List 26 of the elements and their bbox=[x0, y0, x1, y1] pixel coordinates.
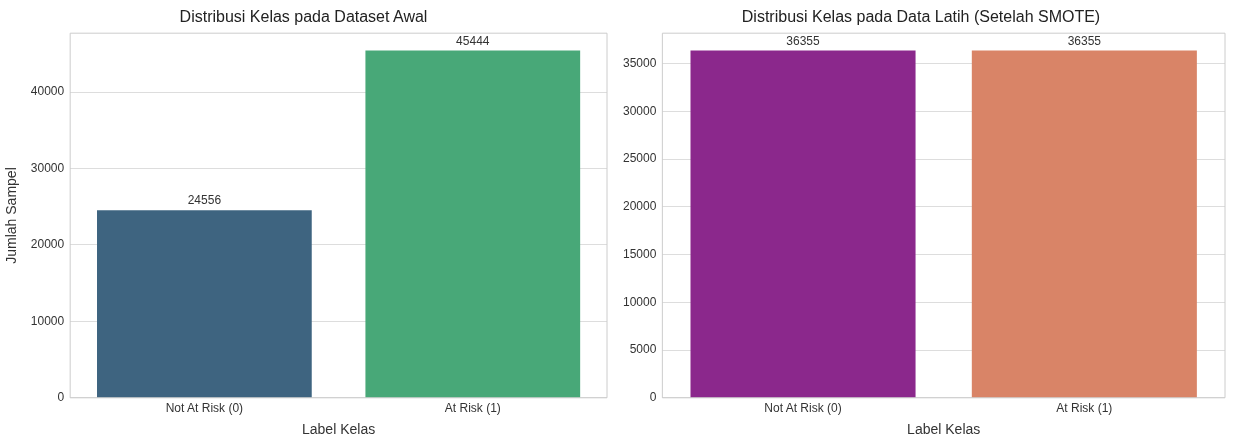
y-tick-label: 40000 bbox=[30, 84, 65, 99]
y-tick-label: 15000 bbox=[622, 246, 657, 261]
data-label: 36355 bbox=[1067, 33, 1102, 48]
x-tick-label: At Risk (1) bbox=[444, 401, 501, 416]
y-axis-title: Jumlah Sampel bbox=[3, 167, 20, 264]
y-tick-label: 20000 bbox=[30, 237, 65, 252]
data-label: 24556 bbox=[187, 193, 222, 208]
y-tick-label: 10000 bbox=[622, 294, 657, 309]
y-tick-label: 20000 bbox=[622, 199, 657, 214]
x-tick-label: Not At Risk (0) bbox=[764, 401, 842, 416]
y-tick-label: 0 bbox=[649, 390, 657, 405]
x-axis-title: Label Kelas bbox=[302, 421, 376, 438]
chart-title: Distribusi Kelas pada Dataset Awal bbox=[179, 8, 428, 26]
y-tick-label: 10000 bbox=[30, 313, 65, 328]
y-tick-label: 30000 bbox=[30, 160, 65, 175]
chart-title: Distribusi Kelas pada Data Latih (Setelah SMOTE) bbox=[741, 8, 1101, 26]
y-tick-label: 35000 bbox=[622, 55, 657, 70]
y-tick-label: 0 bbox=[57, 390, 65, 405]
data-label: 45444 bbox=[456, 33, 490, 48]
y-tick-label: 25000 bbox=[622, 151, 657, 166]
x-axis-title: Label Kelas bbox=[907, 421, 981, 438]
y-tick-label: 30000 bbox=[622, 103, 657, 118]
x-tick-label: At Risk (1) bbox=[1056, 401, 1113, 416]
data-label: 36355 bbox=[786, 33, 821, 48]
y-tick-label: 5000 bbox=[629, 342, 657, 357]
x-tick-label: Not At Risk (0) bbox=[165, 401, 244, 416]
